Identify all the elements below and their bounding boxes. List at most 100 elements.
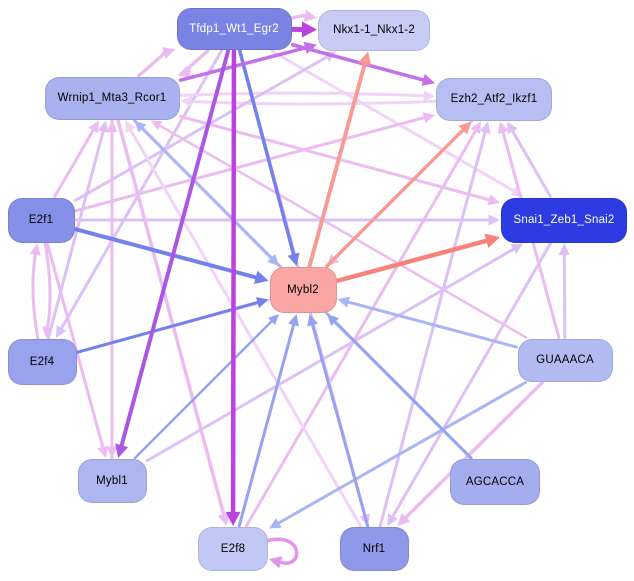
edge-e2f1-ezh2 bbox=[74, 116, 426, 213]
node-nrf1[interactable]: Nrf1 bbox=[339, 527, 409, 571]
edge-nrf1-wrnip1 bbox=[129, 128, 363, 528]
edge-mybl2-ezh2 bbox=[325, 128, 465, 268]
edge-e2f4-mybl2 bbox=[76, 301, 260, 354]
arrowhead-e2f8-mybl2 bbox=[288, 314, 299, 327]
arrowhead-tfdp1-mybl2 bbox=[287, 252, 300, 266]
arrowhead-tfdp1-mybl1 bbox=[115, 443, 129, 458]
arrowhead-ezh2-wrnip1 bbox=[180, 95, 193, 108]
node-e2f4[interactable]: E2f4 bbox=[7, 339, 77, 385]
arrowhead-e2f1-mybl1 bbox=[97, 445, 109, 458]
arrowhead-tfdp1-wrnip1 bbox=[177, 65, 192, 78]
arrowhead-e2f4-e2f1 bbox=[29, 243, 41, 256]
edge-e2f1-e2f4 bbox=[43, 242, 52, 329]
node-guaaaca[interactable]: GUAAACA bbox=[517, 338, 613, 382]
edge-tfdp1-e2f4 bbox=[60, 49, 223, 330]
node-label: Mybl1 bbox=[96, 475, 128, 487]
arrowhead-mybl2-ezh2 bbox=[458, 121, 472, 135]
node-label: Nkx1-1_Nkx1-2 bbox=[333, 24, 415, 36]
edge-tfdp1-mybl2 bbox=[238, 49, 296, 256]
arrowhead-guaaaca-wrnip1 bbox=[150, 120, 163, 131]
edge-e2f1-nkx1 bbox=[74, 55, 328, 202]
edge-tfdp1-ezh2 bbox=[290, 43, 425, 82]
node-label: E2f8 bbox=[220, 543, 246, 555]
edge-e2f4-e2f1 bbox=[31, 253, 40, 340]
arrowhead-mybl1-snai1 bbox=[510, 243, 524, 255]
edge-guaaaca-e2f8 bbox=[277, 381, 527, 525]
node-mybl2[interactable]: Mybl2 bbox=[269, 267, 337, 313]
edge-ezh2-wrnip1 bbox=[190, 99, 437, 106]
edge-e2f1-wrnip1 bbox=[53, 128, 95, 198]
edge-tfdp1-snai1 bbox=[270, 49, 516, 193]
edge-mybl1-snai1 bbox=[146, 247, 515, 463]
edge-tfdp1-e2f8 bbox=[230, 48, 237, 515]
arrowhead-e2f1-mybl2 bbox=[253, 270, 269, 284]
edge-agcacca-mybl2 bbox=[333, 320, 473, 460]
arrowhead-tfdp1-nkx1 bbox=[303, 9, 317, 22]
arrowhead-guaaaca-nrf1 bbox=[397, 512, 411, 526]
arrowhead-agcacca-mybl2 bbox=[327, 314, 340, 327]
node-label: AGCACCA bbox=[465, 476, 525, 488]
arrowhead-wrnip1-ezh2 bbox=[423, 90, 435, 102]
node-nkx1[interactable]: Nkx1-1_Nkx1-2 bbox=[318, 9, 430, 51]
edge-guaaaca-mybl2 bbox=[347, 300, 518, 349]
edge-e2f1-mybl2 bbox=[73, 227, 258, 280]
arrowhead-e2f1-snai1 bbox=[488, 214, 500, 226]
arrowhead-wrnip1-tfdp1 bbox=[161, 47, 176, 59]
arrowhead-snai1-ezh2 bbox=[507, 121, 518, 135]
arrowhead-mybl2-snai1 bbox=[484, 233, 500, 248]
edge-tfdp1-nkx1 bbox=[290, 13, 307, 20]
node-wrnip1[interactable]: Wrnip1_Mta3_Rcor1 bbox=[44, 76, 180, 120]
edge-mybl2-nkx1 bbox=[307, 62, 367, 268]
node-label: Wrnip1_Mta3_Rcor1 bbox=[57, 92, 167, 104]
node-agcacca[interactable]: AGCACCA bbox=[450, 459, 540, 505]
arrowhead-e2f1-wrnip1 bbox=[88, 120, 99, 134]
edge-snai1-ezh2 bbox=[511, 129, 552, 198]
arrowhead-wrnip1-mybl2 bbox=[267, 253, 280, 266]
node-label: E2f4 bbox=[29, 356, 55, 368]
edge-snai1-nrf1 bbox=[391, 242, 552, 518]
node-label: Snai1_Zeb1_Snai2 bbox=[513, 214, 615, 226]
node-label: E2f1 bbox=[28, 214, 54, 226]
node-mybl1[interactable]: Mybl1 bbox=[77, 459, 147, 503]
node-label: Nrf1 bbox=[362, 543, 386, 555]
edge-tfdp1-mybl1 bbox=[119, 49, 231, 448]
arrowhead-tfdp1-ezh2 bbox=[421, 73, 435, 86]
arrowhead-e2f4-mybl2 bbox=[256, 297, 269, 308]
node-label: Tfdp1_Wt1_Egr2 bbox=[189, 23, 279, 35]
edge-e2f4-wrnip1 bbox=[46, 130, 105, 340]
arrowhead-guaaaca-mybl2 bbox=[337, 296, 350, 308]
arrowhead-guaaaca-e2f8 bbox=[269, 517, 282, 529]
node-label: Ezh2_Atf2_Ikzf1 bbox=[450, 93, 538, 105]
node-e2f8[interactable]: E2f8 bbox=[198, 527, 268, 571]
edge-guaaaca-nrf1 bbox=[404, 380, 545, 520]
edge-wrnip1-ezh2 bbox=[179, 91, 426, 98]
arrowhead-e2f8-ezh2 bbox=[470, 121, 481, 135]
arrowhead-tfdp1-nkx1 bbox=[301, 21, 317, 38]
arrowhead-tfdp1-e2f4 bbox=[55, 325, 67, 338]
edge-mybl1-mybl2 bbox=[133, 320, 273, 460]
edge-e2f8-ezh2 bbox=[244, 129, 477, 528]
node-label: GUAAACA bbox=[536, 354, 594, 366]
arrowhead-e2f4-wrnip1 bbox=[97, 120, 109, 133]
node-tfdp1[interactable]: Tfdp1_Wt1_Egr2 bbox=[176, 8, 292, 50]
arrowhead-wrnip1-e2f8 bbox=[217, 512, 230, 526]
edge-nrf1-mybl2 bbox=[311, 323, 370, 528]
arrowhead-e2f8-e2f8 bbox=[269, 556, 283, 569]
arrowhead-nrf1-ezh2 bbox=[479, 121, 491, 134]
node-label: Mybl2 bbox=[287, 284, 319, 296]
arrowhead-tfdp1-e2f8 bbox=[225, 511, 241, 526]
edge-wrnip1-nkx1 bbox=[178, 46, 307, 82]
arrowhead-mybl1-mybl2 bbox=[268, 314, 279, 325]
edge-tfdp1-wrnip1 bbox=[184, 49, 210, 74]
edge-wrnip1-e2f8 bbox=[116, 118, 226, 516]
arrowhead-nrf1-mybl2 bbox=[307, 314, 318, 327]
arrowhead-snai1-nrf1 bbox=[387, 513, 398, 526]
node-snai1[interactable]: Snai1_Zeb1_Snai2 bbox=[501, 197, 627, 243]
node-ezh2[interactable]: Ezh2_Atf2_Ikzf1 bbox=[436, 77, 552, 121]
edge-nrf1-ezh2 bbox=[378, 131, 487, 528]
edge-wrnip1-tfdp1 bbox=[137, 51, 166, 78]
arrowhead-e2f1-ezh2 bbox=[422, 112, 435, 124]
edge-e2f8-mybl2 bbox=[237, 323, 296, 528]
node-e2f1[interactable]: E2f1 bbox=[7, 197, 75, 243]
